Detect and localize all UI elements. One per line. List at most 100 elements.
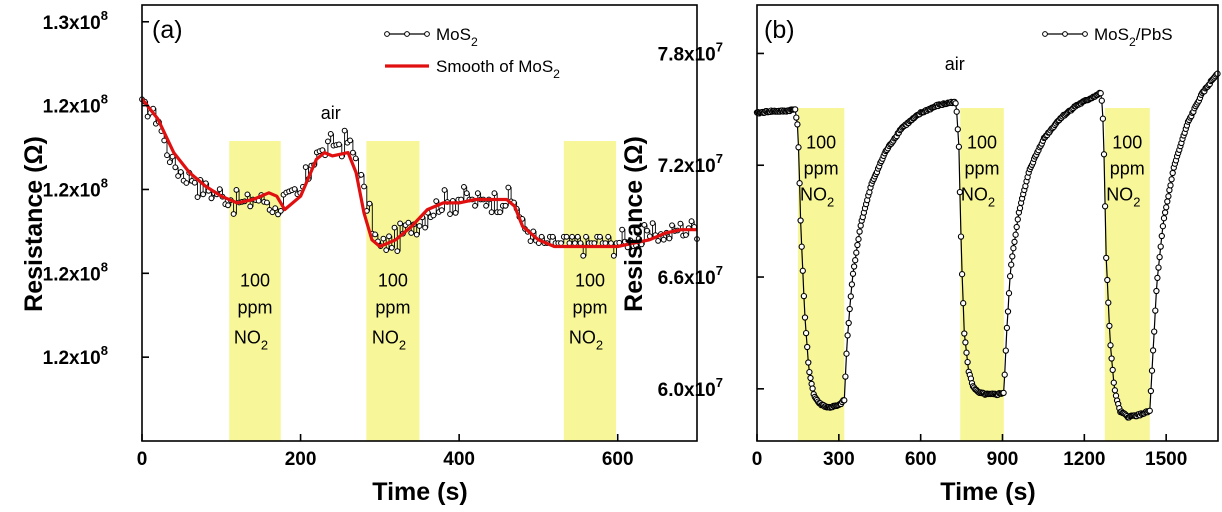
exposure-label-line: ppm bbox=[804, 159, 839, 179]
data-point bbox=[272, 205, 279, 212]
tick-mantissa: 1.2x10 bbox=[43, 97, 101, 118]
data-point bbox=[1151, 328, 1158, 335]
data-point bbox=[655, 238, 661, 244]
data-point bbox=[846, 305, 853, 313]
data-point bbox=[952, 100, 959, 107]
data-point bbox=[1153, 287, 1160, 295]
data-point bbox=[1156, 253, 1163, 261]
tick-mantissa: 6.6x10 bbox=[658, 268, 716, 289]
data-point bbox=[1169, 169, 1176, 177]
data-point bbox=[641, 222, 648, 228]
data-point bbox=[461, 184, 467, 190]
data-point bbox=[1109, 366, 1116, 374]
data-point bbox=[853, 249, 860, 256]
data-point bbox=[1101, 203, 1109, 210]
data-point bbox=[842, 373, 849, 380]
data-point bbox=[1149, 347, 1157, 354]
data-point bbox=[848, 281, 856, 288]
data-point bbox=[361, 183, 367, 190]
data-point bbox=[177, 169, 184, 175]
axis-ticks: 0 200 400 6001.2x1081.2x1081.2x1081.2x1081.… bbox=[43, 8, 634, 470]
exposure-label-line: 100 bbox=[575, 271, 605, 291]
x-tick-label: 0 bbox=[137, 449, 148, 470]
data-point bbox=[955, 143, 963, 150]
data-point bbox=[175, 173, 182, 179]
data-point bbox=[291, 186, 298, 192]
y-tick-label: 1.2x108 bbox=[43, 175, 108, 201]
data-point bbox=[850, 263, 858, 270]
exposure-label-gas: NO2 bbox=[961, 185, 995, 210]
x-tick-label: 1200 bbox=[1063, 449, 1105, 470]
data-point bbox=[1012, 231, 1019, 238]
data-point bbox=[430, 212, 437, 219]
legend-swatch-marker bbox=[384, 31, 390, 37]
exposure-label-line: ppm bbox=[572, 298, 607, 318]
data-point bbox=[1108, 355, 1115, 362]
exposure-label-line: ppm bbox=[237, 298, 272, 318]
x-tick-label: 200 bbox=[285, 449, 317, 470]
data-point bbox=[1009, 253, 1016, 260]
data-point bbox=[347, 137, 354, 144]
data-point bbox=[1003, 324, 1011, 332]
tick-exponent: 7 bbox=[716, 375, 723, 390]
legend-subscript: 2 bbox=[471, 35, 478, 49]
data-point bbox=[793, 114, 800, 121]
data-point bbox=[1107, 342, 1114, 349]
x-tick-label: 400 bbox=[443, 449, 475, 470]
data-point bbox=[574, 233, 581, 240]
data-point bbox=[394, 248, 401, 255]
data-series bbox=[753, 70, 1221, 421]
data-point bbox=[441, 187, 448, 193]
tick-mantissa: 7.8x10 bbox=[658, 44, 716, 65]
data-point bbox=[563, 233, 570, 240]
data-point bbox=[166, 159, 173, 166]
tick-exponent: 7 bbox=[716, 151, 723, 166]
data-point bbox=[352, 155, 359, 162]
data-point bbox=[1152, 307, 1159, 314]
gas-subscript: 2 bbox=[988, 195, 995, 210]
x-axis-title: Time (s) bbox=[372, 478, 467, 506]
data-point bbox=[1159, 223, 1167, 230]
legend-entry-label: Smooth of MoS2 bbox=[436, 57, 560, 81]
data-point bbox=[474, 190, 481, 197]
data-point bbox=[806, 368, 813, 376]
data-point bbox=[610, 252, 617, 259]
data-point bbox=[804, 343, 811, 351]
data-point bbox=[963, 349, 970, 356]
exposure-windows bbox=[797, 108, 1150, 441]
gas-subscript: 2 bbox=[827, 195, 834, 210]
data-point bbox=[1161, 209, 1169, 216]
legend-swatch-marker bbox=[1082, 31, 1088, 37]
data-series bbox=[139, 96, 700, 259]
data-point bbox=[1167, 182, 1174, 189]
data-point bbox=[844, 332, 851, 339]
gas-text: NO bbox=[800, 185, 827, 205]
data-point bbox=[208, 195, 215, 202]
data-point bbox=[795, 144, 802, 151]
y-tick-label: 1.2x108 bbox=[43, 92, 108, 118]
data-point bbox=[1158, 232, 1165, 240]
data-point bbox=[1001, 371, 1008, 378]
tick-mantissa: 1.3x10 bbox=[43, 13, 101, 34]
data-point bbox=[798, 243, 805, 250]
tick-mantissa: 1.2x10 bbox=[43, 180, 101, 201]
data-point bbox=[802, 329, 810, 337]
x-tick-label: 1500 bbox=[1145, 449, 1187, 470]
legend: MoS2/PbS bbox=[1042, 25, 1173, 49]
data-point bbox=[366, 200, 373, 207]
data-point bbox=[358, 171, 365, 178]
data-point bbox=[447, 211, 453, 218]
exposure-label-gas: NO2 bbox=[569, 328, 603, 353]
data-point bbox=[144, 113, 151, 120]
exposure-window bbox=[229, 141, 281, 441]
data-point bbox=[433, 198, 440, 205]
data-point bbox=[1097, 90, 1104, 97]
gas-subscript: 2 bbox=[399, 338, 406, 353]
data-point bbox=[538, 233, 545, 240]
data-point bbox=[350, 149, 356, 156]
data-point bbox=[1100, 151, 1108, 158]
data-point bbox=[549, 233, 556, 240]
data-point bbox=[488, 209, 495, 216]
legend-text: Smooth of MoS bbox=[436, 57, 553, 76]
data-point bbox=[958, 271, 966, 278]
